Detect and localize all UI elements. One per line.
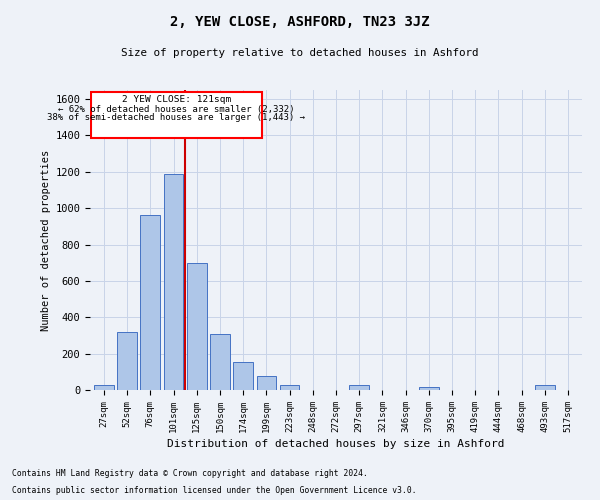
Bar	[419, 388, 439, 390]
Text: 2, YEW CLOSE, ASHFORD, TN23 3JZ: 2, YEW CLOSE, ASHFORD, TN23 3JZ	[170, 15, 430, 29]
Bar	[349, 386, 369, 390]
Text: Contains HM Land Registry data © Crown copyright and database right 2024.: Contains HM Land Registry data © Crown c…	[12, 468, 368, 477]
Text: Contains public sector information licensed under the Open Government Licence v3: Contains public sector information licen…	[12, 486, 416, 495]
Bar	[164, 174, 184, 390]
Bar	[535, 386, 555, 390]
Text: 38% of semi-detached houses are larger (1,443) →: 38% of semi-detached houses are larger (…	[47, 114, 305, 122]
Text: Size of property relative to detached houses in Ashford: Size of property relative to detached ho…	[121, 48, 479, 58]
Bar	[117, 332, 137, 390]
Text: 2 YEW CLOSE: 121sqm: 2 YEW CLOSE: 121sqm	[122, 96, 231, 104]
Bar	[94, 384, 114, 390]
Bar	[280, 384, 299, 390]
Bar	[187, 262, 206, 390]
Bar	[257, 376, 276, 390]
Text: ← 62% of detached houses are smaller (2,332): ← 62% of detached houses are smaller (2,…	[58, 104, 295, 114]
Bar	[140, 216, 160, 390]
Bar	[233, 362, 253, 390]
X-axis label: Distribution of detached houses by size in Ashford: Distribution of detached houses by size …	[167, 439, 505, 449]
Y-axis label: Number of detached properties: Number of detached properties	[41, 150, 51, 330]
FancyBboxPatch shape	[91, 92, 262, 138]
Bar	[210, 334, 230, 390]
